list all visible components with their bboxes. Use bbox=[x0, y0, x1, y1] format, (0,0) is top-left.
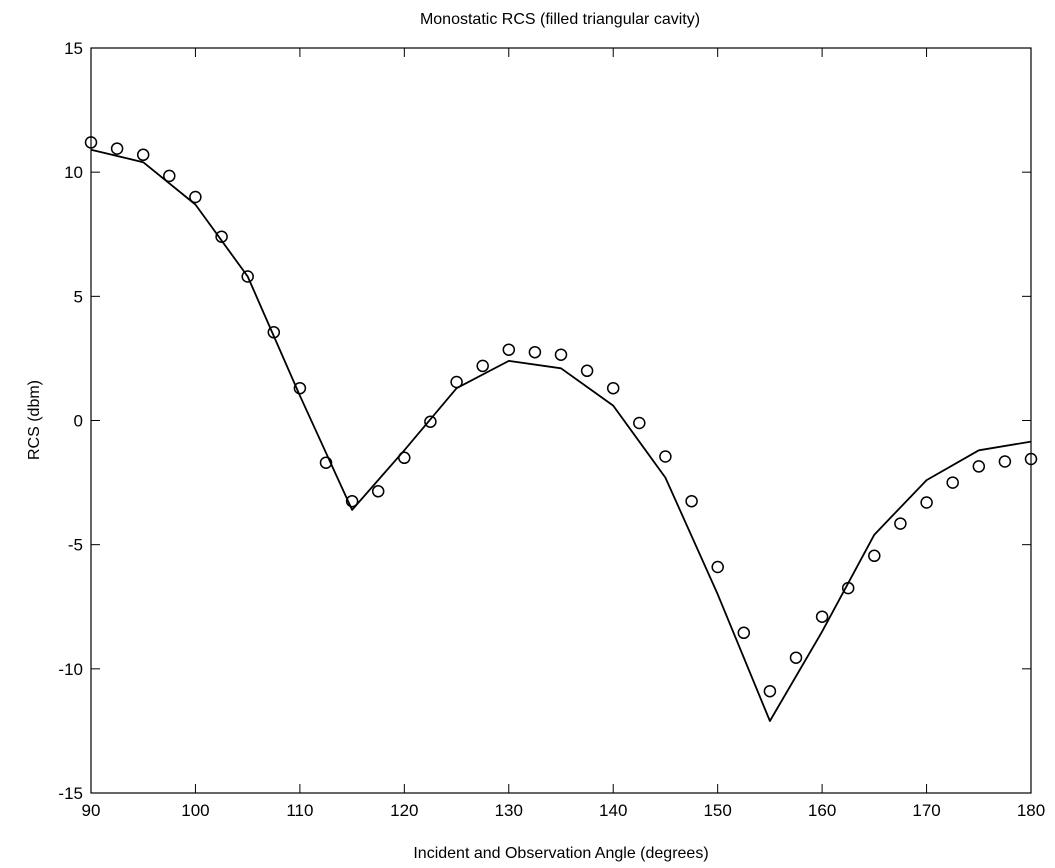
y-tick-label: -10 bbox=[58, 660, 83, 679]
x-tick-label: 170 bbox=[912, 801, 940, 820]
data-point bbox=[319, 456, 333, 469]
data-point bbox=[136, 148, 150, 162]
data-point bbox=[267, 326, 281, 339]
data-point bbox=[345, 494, 359, 508]
data-point bbox=[894, 517, 907, 530]
data-point bbox=[293, 381, 307, 395]
x-tick-label: 100 bbox=[181, 801, 209, 820]
data-point bbox=[998, 455, 1012, 468]
y-axis-label: RCS (dbm) bbox=[26, 380, 43, 460]
x-tick-label: 160 bbox=[808, 801, 836, 820]
series-line bbox=[90, 148, 1032, 722]
data-point bbox=[398, 451, 411, 465]
x-tick-label: 130 bbox=[495, 801, 523, 820]
y-tick-label: 0 bbox=[74, 412, 83, 431]
data-point bbox=[84, 136, 98, 149]
data-point bbox=[633, 416, 646, 430]
data-point bbox=[424, 415, 437, 428]
data-point bbox=[110, 142, 124, 155]
y-tick-label: 5 bbox=[74, 287, 83, 306]
data-point bbox=[528, 345, 542, 359]
x-tick-label: 140 bbox=[599, 801, 627, 820]
data-point bbox=[606, 381, 620, 395]
data-point bbox=[554, 348, 568, 361]
chart-title: Monostatic RCS (filled triangular cavity… bbox=[420, 11, 700, 28]
data-point bbox=[163, 169, 176, 183]
data-point bbox=[371, 485, 385, 498]
y-tick-label: -15 bbox=[58, 784, 83, 803]
series-layer bbox=[84, 136, 1038, 722]
data-point bbox=[868, 549, 881, 563]
axis-ticks bbox=[90, 47, 1032, 794]
data-point bbox=[580, 364, 594, 378]
data-point bbox=[841, 581, 855, 595]
data-point bbox=[920, 496, 933, 509]
data-point bbox=[685, 494, 698, 508]
x-tick-label: 110 bbox=[286, 801, 313, 820]
data-point bbox=[215, 230, 228, 243]
y-tick-label: -5 bbox=[68, 536, 83, 555]
data-point bbox=[1024, 452, 1038, 466]
x-tick-label: 90 bbox=[82, 801, 101, 820]
data-point bbox=[946, 476, 959, 489]
x-tick-label: 120 bbox=[390, 801, 418, 820]
y-tick-label: 10 bbox=[64, 163, 83, 182]
plot-frame bbox=[90, 47, 1032, 794]
data-point bbox=[502, 343, 516, 356]
x-axis-label: Incident and Observation Angle (degrees) bbox=[413, 845, 708, 862]
data-point bbox=[241, 270, 254, 283]
data-point bbox=[763, 684, 777, 698]
data-point bbox=[789, 651, 803, 664]
data-point bbox=[659, 450, 672, 463]
data-point bbox=[189, 190, 202, 204]
data-point bbox=[711, 560, 724, 574]
data-point bbox=[450, 375, 463, 389]
x-tick-label: 180 bbox=[1017, 801, 1045, 820]
x-tick-labels: 90 100 110 120 130 140 150 160 170 180 bbox=[82, 801, 1046, 820]
data-point bbox=[476, 359, 489, 373]
data-point bbox=[737, 626, 751, 640]
data-point bbox=[815, 610, 829, 623]
data-point bbox=[972, 460, 986, 473]
y-tick-label: 15 bbox=[64, 39, 83, 58]
x-tick-label: 150 bbox=[703, 801, 731, 820]
y-tick-labels: 15 10 5 0 -5 -10 -15 bbox=[58, 39, 83, 803]
